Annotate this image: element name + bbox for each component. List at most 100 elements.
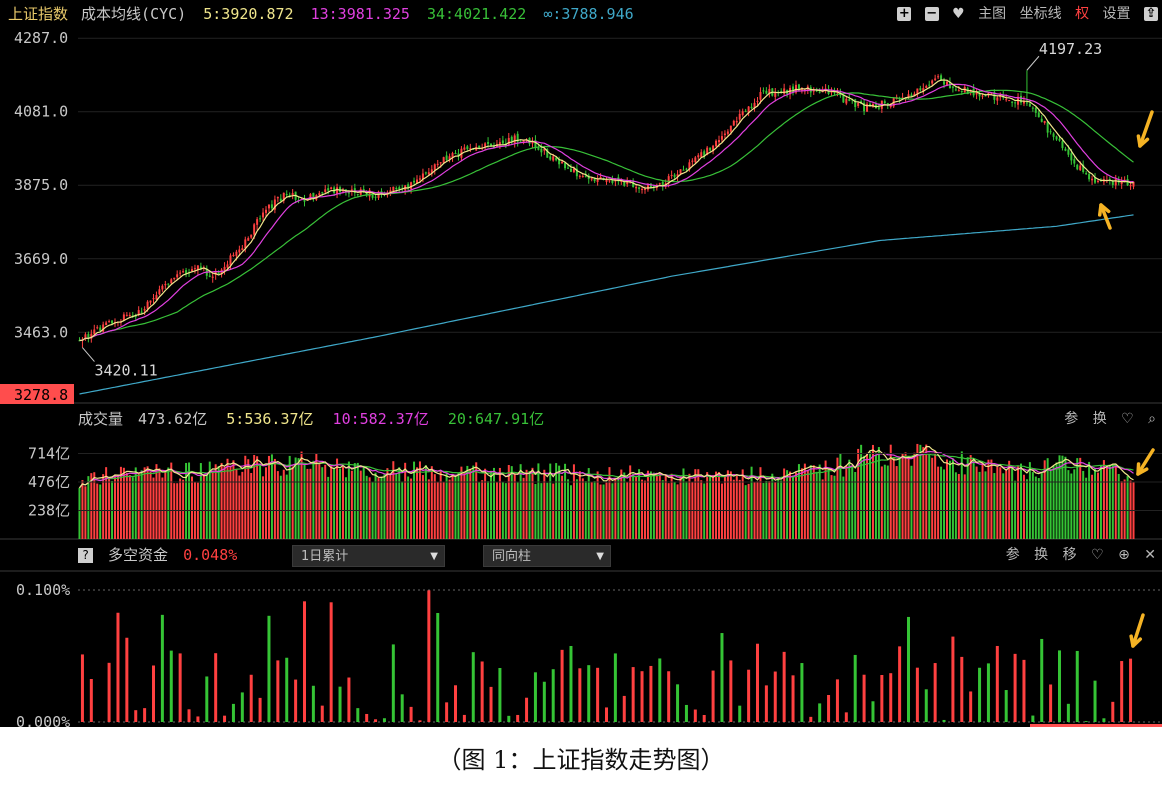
volume-bar[interactable] (504, 483, 507, 539)
candle-body[interactable] (87, 334, 90, 339)
volume-bar[interactable] (863, 455, 866, 539)
volume-bar[interactable] (179, 478, 182, 539)
volume-bar[interactable] (540, 483, 543, 539)
heart-icon[interactable]: ♥ (952, 6, 965, 22)
candle-body[interactable] (208, 275, 211, 277)
candle-body[interactable] (1046, 121, 1049, 133)
volume-bar[interactable] (427, 479, 430, 539)
money-move-button[interactable]: 移 (1062, 547, 1077, 563)
volume-bar[interactable] (418, 461, 421, 539)
money-flow-bar[interactable] (969, 691, 973, 722)
volume-bar[interactable] (940, 466, 943, 539)
volume-bar[interactable] (904, 452, 907, 539)
volume-bar[interactable] (102, 474, 105, 539)
volume-bar[interactable] (596, 471, 599, 539)
volume-bar[interactable] (158, 468, 161, 539)
money-flow-bar[interactable] (649, 665, 653, 722)
volume-bar[interactable] (712, 475, 715, 539)
volume-bar[interactable] (220, 462, 223, 539)
candle-body[interactable] (179, 272, 182, 274)
money-flow-bar[interactable] (480, 661, 484, 722)
candle-body[interactable] (836, 92, 839, 94)
money-flow-bar[interactable] (853, 654, 857, 722)
volume-bar[interactable] (1114, 464, 1117, 539)
money-flow-bar[interactable] (489, 686, 493, 722)
money-flow-bar[interactable] (942, 719, 946, 722)
candle-body[interactable] (966, 88, 969, 95)
volume-bar[interactable] (572, 464, 575, 539)
candle-body[interactable] (1096, 180, 1099, 182)
volume-bar[interactable] (238, 475, 241, 539)
candle-body[interactable] (649, 183, 652, 188)
candle-body[interactable] (170, 279, 173, 284)
volume-bar[interactable] (507, 464, 510, 539)
candle-body[interactable] (484, 143, 487, 147)
money-flow-bar[interactable] (844, 712, 848, 722)
volume-bar[interactable] (327, 476, 330, 539)
candle-body[interactable] (848, 99, 851, 101)
volume-bar[interactable] (273, 458, 276, 539)
candle-body[interactable] (433, 164, 436, 170)
money-flow-bar[interactable] (196, 716, 200, 722)
candle-body[interactable] (703, 151, 706, 157)
candle-body[interactable] (1120, 181, 1123, 185)
volume-bar[interactable] (1096, 472, 1099, 539)
volume-bar[interactable] (889, 444, 892, 539)
candle-body[interactable] (427, 172, 430, 175)
candle-body[interactable] (407, 184, 410, 188)
money-flow-bar[interactable] (898, 646, 902, 722)
volume-bar[interactable] (901, 453, 904, 539)
candle-body[interactable] (641, 189, 644, 191)
money-flow-bar[interactable] (338, 686, 342, 722)
volume-bar[interactable] (510, 466, 513, 539)
volume-bar[interactable] (945, 459, 948, 539)
volume-bar[interactable] (226, 458, 229, 539)
candle-body[interactable] (792, 86, 795, 92)
candle-body[interactable] (732, 120, 735, 126)
candle-body[interactable] (812, 89, 815, 92)
candle-body[interactable] (1037, 112, 1040, 118)
volume-bar[interactable] (951, 458, 954, 539)
money-flow-bar[interactable] (756, 643, 759, 722)
volume-bar[interactable] (410, 478, 413, 539)
money-flow-bar[interactable] (889, 673, 893, 722)
candle-body[interactable] (472, 148, 475, 150)
volume-bar[interactable] (555, 463, 558, 539)
money-flow-bar[interactable] (1066, 703, 1070, 722)
volume-bar[interactable] (569, 485, 572, 539)
candle-body[interactable] (863, 102, 866, 112)
volume-bar[interactable] (475, 462, 478, 539)
candle-body[interactable] (374, 196, 377, 198)
candle-body[interactable] (516, 133, 519, 142)
volume-bar[interactable] (910, 465, 913, 539)
volume-bar[interactable] (155, 464, 158, 539)
candle-body[interactable] (247, 238, 250, 241)
candle-body[interactable] (410, 182, 413, 189)
candle-body[interactable] (960, 90, 963, 92)
volume-bar[interactable] (824, 460, 827, 539)
candle-body[interactable] (1073, 159, 1076, 164)
candle-body[interactable] (593, 177, 596, 182)
money-flow-bar[interactable] (693, 709, 697, 722)
volume-switch-button[interactable]: 换 (1092, 411, 1107, 427)
candle-body[interactable] (1049, 131, 1052, 133)
candle-body[interactable] (679, 169, 682, 174)
candle-body[interactable] (569, 168, 572, 172)
volume-bar[interactable] (1040, 472, 1043, 539)
candle-body[interactable] (605, 178, 608, 182)
volume-bar[interactable] (315, 453, 318, 539)
volume-bar[interactable] (877, 447, 880, 539)
candle-body[interactable] (244, 239, 247, 249)
money-flow-label[interactable]: 多空资金 (108, 546, 169, 564)
money-flow-bar[interactable] (365, 713, 369, 722)
money-flow-bar[interactable] (143, 708, 147, 722)
money-flow-bar[interactable] (436, 612, 440, 722)
candle-body[interactable] (93, 329, 96, 335)
right-adjust-button[interactable]: 权 (1075, 6, 1090, 22)
money-flow-bar[interactable] (231, 703, 235, 722)
volume-bar[interactable] (661, 480, 664, 539)
volume-bar[interactable] (806, 470, 809, 539)
volume-bar[interactable] (1085, 477, 1088, 539)
candle-body[interactable] (324, 189, 327, 192)
candle-body[interactable] (685, 168, 688, 170)
